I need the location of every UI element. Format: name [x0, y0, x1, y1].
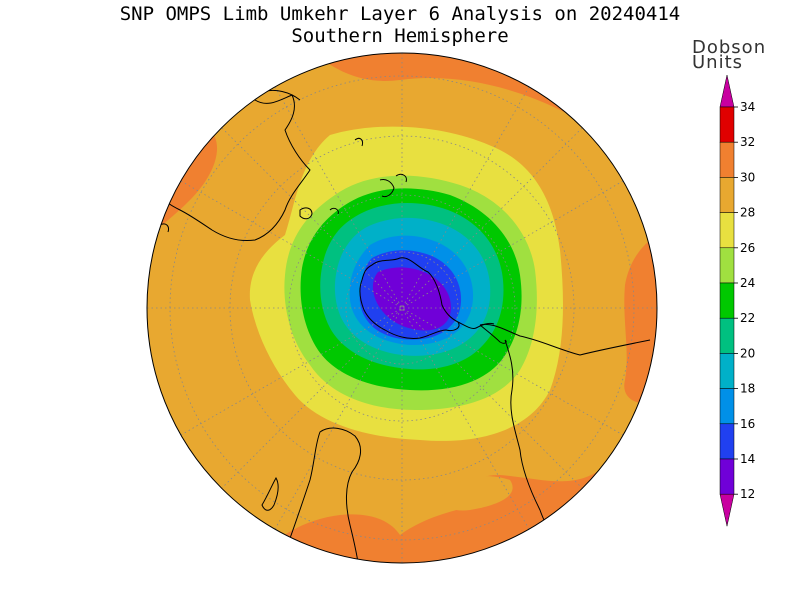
contour-12-14	[372, 267, 452, 331]
colorbar-bin-26-28	[719, 212, 735, 249]
colorbar-tick-label: 14	[740, 452, 755, 466]
colorbar-tick-label: 34	[740, 100, 755, 114]
contour-30-32-right	[624, 230, 657, 404]
coast-antarctic-peninsula	[457, 321, 495, 329]
colorbar-bin-24-26	[719, 247, 735, 284]
title-subtitle: Southern Hemisphere	[291, 25, 509, 47]
colorbar-bins	[719, 74, 735, 527]
colorbar-bin-20-22	[719, 317, 735, 354]
colorbar-unit-label: Dobson Units	[692, 37, 767, 73]
colorbar-tick-label: 24	[740, 276, 755, 290]
map-title: SNP OMPS Limb Umkehr Layer 6 Analysis on…	[0, 3, 800, 47]
coast-africa	[279, 427, 362, 563]
coast-antarctica	[359, 257, 460, 339]
colorbar-bin-22-24	[719, 282, 735, 319]
colorbar-under-triangle	[719, 493, 735, 527]
colorbar-bin-18-20	[719, 353, 735, 389]
map-boundary	[146, 52, 658, 564]
colorbar-bin-32-34	[719, 106, 735, 143]
colorbar-tick-label: 18	[740, 382, 755, 396]
colorbar-tick-label: 16	[740, 417, 755, 431]
colorbar-over-triangle	[719, 74, 735, 108]
colorbar-tick-label: 30	[740, 170, 755, 184]
colorbar-tick-label: 32	[740, 135, 755, 149]
colorbar-bin-14-16	[719, 423, 735, 460]
unit-line1: Dobson	[692, 37, 767, 58]
coast-tasmania	[299, 207, 313, 220]
colorbar-tick-label: 26	[740, 241, 755, 255]
unit-line2: Units	[692, 52, 744, 73]
colorbar-bin-12-14	[719, 458, 735, 495]
colorbar-tick-label: 28	[740, 206, 755, 220]
colorbar-ticks: 34 32 30 28 26 24 22 20 18 16 14 12	[734, 100, 755, 501]
colorbar-tick-label: 22	[740, 311, 755, 325]
colorbar-bin-16-18	[719, 388, 735, 425]
colorbar-tick-label: 12	[740, 487, 755, 501]
colorbar-tick-label: 20	[740, 346, 755, 360]
colorbar-bin-30-32	[719, 141, 735, 178]
coastlines	[157, 89, 651, 563]
coast-new-zealand	[379, 173, 407, 198]
coast-madagascar	[261, 476, 279, 511]
graticule	[147, 53, 657, 563]
title-main: SNP OMPS Limb Umkehr Layer 6 Analysis on…	[119, 3, 681, 25]
contour-28-30-inset	[440, 476, 513, 511]
colorbar-bin-28-30	[719, 177, 735, 213]
